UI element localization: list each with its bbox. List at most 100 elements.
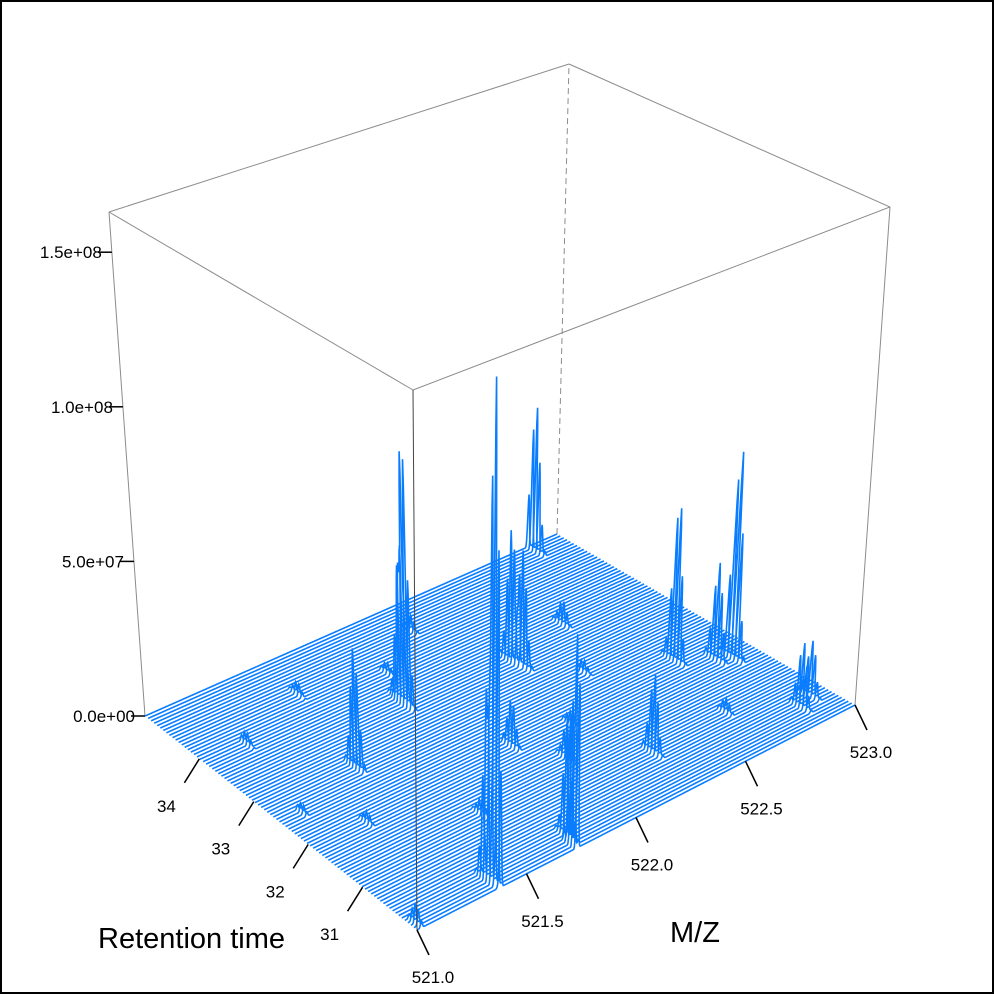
y-axis-tick-label: 34: [157, 797, 176, 816]
scan-line: [331, 620, 762, 864]
z-axis-tick-label: 5.0e+07: [62, 552, 124, 571]
scan-line: [398, 665, 836, 917]
scan-line: [172, 550, 588, 739]
scan-line: [218, 579, 638, 775]
y-axis-title: Retention time: [98, 923, 285, 955]
scan-line: [242, 574, 665, 794]
scan-line: [208, 573, 628, 768]
scan-line: [367, 673, 802, 893]
scan-line: [199, 567, 618, 761]
scan-line: [337, 654, 769, 869]
y-axis-tick: [238, 801, 255, 826]
scan-line: [245, 550, 668, 797]
scan-line: [221, 581, 642, 777]
scan-line: [364, 671, 799, 890]
x-axis-title: M/Z: [670, 917, 720, 949]
scan-line: [202, 569, 621, 763]
scan-line: [282, 619, 708, 825]
scan-line: [315, 585, 745, 852]
x-axis-tick: [854, 704, 868, 731]
scan-line: [181, 556, 598, 746]
box-vertical-edge: [854, 206, 891, 706]
scan-line: [279, 617, 705, 823]
y-axis-tick: [346, 886, 364, 912]
scan-line: [251, 600, 675, 801]
scan-line: [150, 407, 565, 722]
x-axis-tick: [744, 760, 759, 787]
bounding-box-front: [412, 389, 418, 931]
scan-line: [382, 675, 819, 905]
scan-line: [340, 656, 772, 871]
scan-line: [309, 637, 739, 847]
scan-line: [392, 654, 829, 912]
scan-line: [291, 625, 719, 833]
scan-line: [184, 558, 601, 749]
z-axis-tick-label: 0.0e+00: [73, 707, 135, 726]
scan-line: [269, 612, 695, 816]
box-front-vertical-edge: [412, 389, 418, 931]
x-axis-tick-label: 522.5: [740, 799, 783, 818]
scan-line: [156, 524, 571, 727]
x-axis-tick: [635, 817, 649, 843]
x-axis-tick: [525, 873, 540, 900]
box-top-edge: [412, 206, 891, 391]
scan-line: [395, 643, 832, 914]
scan-line: [404, 688, 842, 922]
scan-line: [312, 627, 742, 849]
scan-line: [178, 554, 595, 744]
x-axis-tick-label: 521.0: [412, 968, 455, 987]
scan-line: [233, 459, 655, 787]
scan-line: [407, 475, 846, 924]
x-axis-tick-label: 523.0: [850, 743, 893, 762]
z-axis-tick-label: 1.0e+08: [51, 398, 113, 417]
scan-line: [254, 602, 678, 804]
scan-line: [163, 544, 578, 732]
box-top-edge: [108, 63, 570, 213]
scan-line: [227, 545, 648, 782]
scan-line: [144, 494, 558, 717]
scan-line: [263, 608, 688, 811]
box-top-edge: [568, 63, 891, 208]
scan-line: [239, 549, 662, 792]
scan-line: [260, 606, 685, 809]
scan-line: [410, 376, 849, 926]
scan-line: [236, 530, 658, 789]
scan-line: [346, 660, 779, 876]
box-back-vertical-edge: [556, 63, 570, 535]
x-axis-tick-label: 521.5: [521, 912, 564, 931]
y-axis-tick: [292, 844, 309, 869]
scan-line: [380, 681, 816, 902]
scan-line: [385, 656, 822, 907]
scan-line: [413, 550, 852, 929]
scan-line: [355, 665, 789, 883]
x-axis-tick-label: 522.0: [631, 856, 674, 875]
scan-line: [361, 669, 796, 888]
scan-line: [306, 576, 735, 845]
y-axis-tick-label: 32: [266, 882, 285, 901]
scan-line: [248, 588, 672, 799]
scan-line: [343, 658, 775, 874]
scan-line: [159, 542, 575, 729]
scan-line: [321, 479, 752, 857]
box-vertical-edge: [108, 211, 146, 717]
scan-line: [401, 694, 839, 919]
axes: 0.0e+00 5.0e+07 1.0e+08 1.5e+08 31 32 33 34 521.…: [40, 243, 892, 987]
scan-line: [266, 610, 692, 813]
scan-line: [230, 451, 652, 785]
scan-line: [285, 621, 712, 828]
scan-line: [376, 679, 812, 900]
z-axis-tick-label: 1.5e+08: [40, 243, 102, 262]
y-axis-tick-label: 31: [320, 925, 339, 944]
scan-line: [389, 640, 826, 910]
scan-line: [328, 533, 759, 862]
scan-line: [334, 652, 765, 866]
scan-lines: [144, 376, 856, 931]
scan-line: [324, 451, 755, 859]
scan-line: [318, 562, 749, 854]
y-axis-tick: [183, 758, 201, 784]
scan-line: [373, 677, 809, 898]
bounding-box-back: [108, 63, 891, 717]
scan-line: [224, 565, 645, 780]
